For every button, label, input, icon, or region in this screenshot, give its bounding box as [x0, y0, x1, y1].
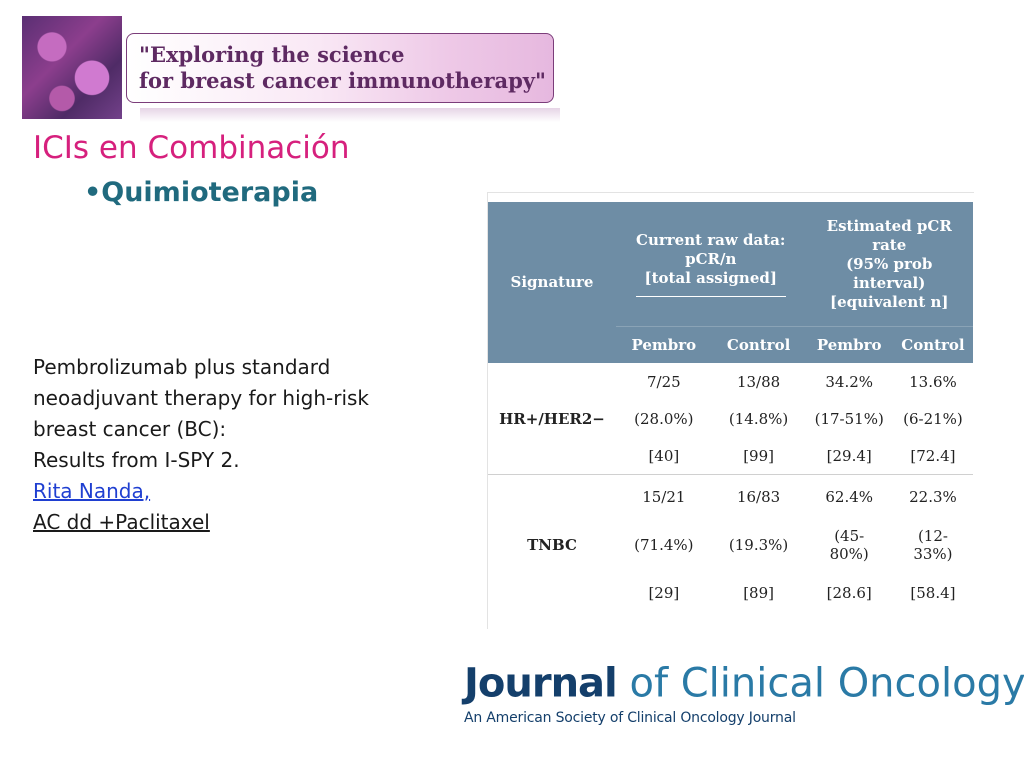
table-cell: 16/83 [711, 474, 806, 519]
results-table-frame: Signature Current raw data: pCR/n [total… [487, 192, 974, 629]
table-cell: (6-21%) [903, 409, 963, 428]
table-cell: [72.4] [910, 446, 956, 465]
table-cell: (28.0%) [634, 409, 694, 428]
description-line: neoadjuvant therapy for high-risk [33, 386, 370, 410]
journal-title: Journal of Clinical Oncology® [464, 660, 1024, 707]
table-cell: 22.3% [892, 474, 973, 519]
table-row: [40] [99] [29.4] [72.4] [488, 437, 973, 475]
table-cell: (45- 80%) [829, 527, 869, 563]
table-cell: [89] [743, 584, 774, 602]
table-row: [29] [89] [28.6] [58.4] [488, 571, 973, 615]
subheader-pembro: Pembro [805, 326, 893, 363]
table-cell: 15/21 [616, 474, 712, 519]
table-cell: 13/88 [736, 372, 781, 391]
bullet-heading: •Quimioterapia [84, 177, 319, 208]
author-link[interactable]: Rita Nanda, [33, 479, 151, 503]
table-cell: [40] [648, 446, 680, 465]
raw-data-header: Current raw data: pCR/n [total assigned] [616, 202, 806, 327]
table-cell: (17-51%) [814, 409, 884, 428]
banner: "Exploring the science for breast cancer… [126, 33, 554, 103]
slide-title: ICIs en Combinación [33, 130, 350, 166]
description: Pembrolizumab plus standard neoadjuvant … [33, 352, 473, 538]
table-row: (71.4%) (19.3%) (45- 80%) (12- 33%) [488, 519, 973, 571]
table-cell: 34.2% [825, 372, 874, 391]
header-divider [635, 296, 786, 297]
table-cell: [29.4] [826, 446, 872, 465]
table-cell: 13.6% [909, 372, 957, 391]
table-cell: (12- 33%) [913, 527, 953, 563]
banner-shadow [140, 108, 560, 122]
table-cell: [28.6] [826, 584, 872, 602]
table-row: (28.0%) (14.8%) (17-51%) (6-21%) [488, 400, 973, 437]
table-cell: 7/25 [647, 372, 681, 391]
description-line: Results from I-SPY 2. [33, 448, 240, 472]
table-cell: (71.4%) [634, 536, 694, 554]
signature-header: Signature [488, 202, 616, 363]
table-cell: [99] [743, 446, 774, 465]
description-line: Pembrolizumab plus standard [33, 355, 331, 379]
journal-logo: Journal of Clinical Oncology® An America… [464, 653, 1024, 733]
regimen-text: AC dd +Paclitaxel [33, 510, 210, 534]
subheader-control: Control [711, 326, 806, 363]
estimated-header: Estimated pCR rate (95% prob interval) [… [805, 202, 973, 327]
banner-line-1: "Exploring the science [139, 42, 405, 67]
table-row: TNBC 15/21 16/83 62.4% 22.3% [488, 474, 973, 615]
table-cell: (19.3%) [728, 536, 789, 554]
subheader-pembro: Pembro [616, 326, 712, 363]
group-label: HR+/HER2− [499, 409, 605, 428]
group-label: TNBC [488, 474, 616, 615]
table-row: HR+/HER2− 7/25 13/88 34.2% 13.6% [488, 363, 973, 428]
header-image [22, 16, 122, 119]
table-cell: 62.4% [805, 474, 893, 519]
banner-line-2: for breast cancer immunotherapy" [139, 68, 546, 93]
results-table: Signature Current raw data: pCR/n [total… [488, 202, 973, 615]
journal-subtitle: An American Society of Clinical Oncology… [464, 710, 796, 727]
description-line: breast cancer (BC): [33, 417, 227, 441]
subheader-control: Control [892, 326, 973, 363]
table-cell: (14.8%) [728, 409, 789, 428]
table-cell: [58.4] [910, 584, 956, 602]
table-cell: [29] [648, 584, 680, 602]
